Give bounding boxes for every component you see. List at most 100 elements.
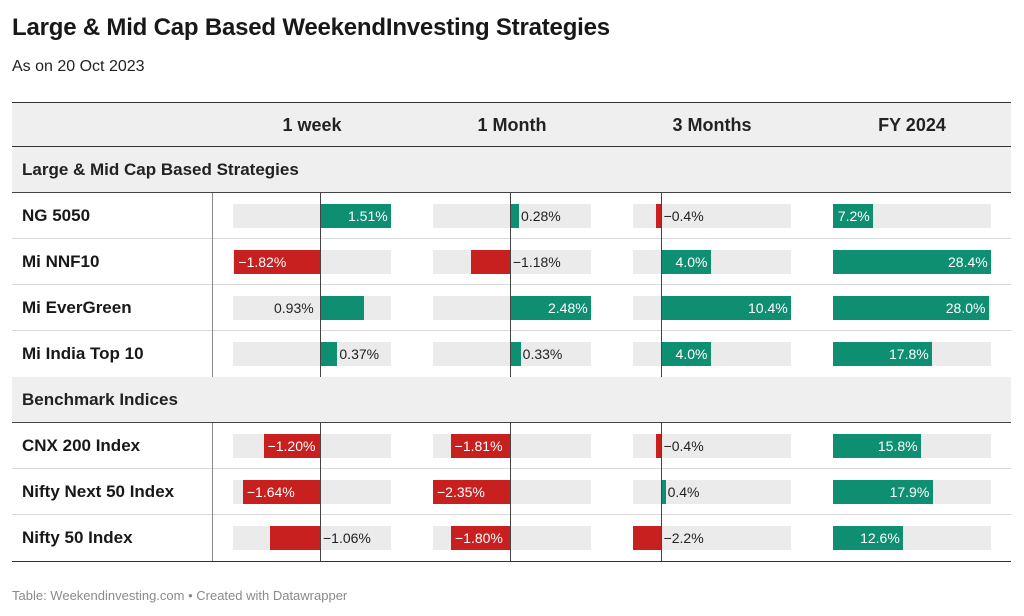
bar-cell: 1.51% [233, 193, 391, 239]
bar-cell: −1.06% [233, 515, 391, 561]
zero-line [509, 331, 511, 377]
value-label: 28.0% [945, 300, 986, 316]
positive-bar [660, 250, 711, 274]
value-label: 2.48% [548, 300, 588, 316]
bar-cell: −0.4% [633, 423, 791, 469]
value-label: −1.80% [454, 530, 503, 546]
negative-bar [471, 250, 510, 274]
negative-bar [242, 480, 320, 504]
bar-cell: 17.9% [833, 480, 991, 504]
bar-cell: 17.8% [833, 342, 991, 366]
bar-cell: 4.0% [633, 239, 791, 285]
column-header: FY 2024 [878, 115, 946, 135]
positive-bar [833, 204, 874, 228]
table-row: Mi India Top 10 0.37% 0.33% 4.0% 17.8% [12, 331, 1011, 377]
row-name: NG 5050 [22, 206, 91, 225]
value-label: 0.4% [667, 484, 700, 500]
column-header: 1 week [282, 115, 342, 135]
row-name: Nifty Next 50 Index [22, 482, 175, 501]
bar-cell: −2.35% [433, 469, 591, 515]
value-label: 1.51% [348, 208, 388, 224]
value-label: −2.2% [663, 530, 704, 546]
positive-bar [509, 296, 591, 320]
value-label: 28.4% [948, 254, 988, 270]
row-divider [212, 515, 213, 561]
zero-line [660, 331, 662, 377]
row-name: Mi NNF10 [22, 252, 100, 271]
group-header: Large & Mid Cap Based Strategies [12, 147, 1011, 193]
zero-line [319, 469, 321, 515]
bar-cell: 0.33% [433, 331, 591, 377]
value-label: −1.82% [238, 254, 287, 270]
table-row: NG 5050 1.51% 0.28% −0.4% 7.2% [12, 193, 1011, 239]
value-label: 4.0% [675, 254, 708, 270]
bar-cell: −1.64% [233, 469, 391, 515]
page-subtitle: As on 20 Oct 2023 [12, 58, 145, 75]
bar-cell: −1.20% [233, 423, 391, 469]
column-header: 1 Month [477, 115, 547, 135]
bar-cell: 12.6% [833, 526, 991, 550]
negative-bar [633, 526, 661, 550]
positive-bar [833, 434, 921, 458]
row-name: Mi India Top 10 [22, 344, 144, 363]
bar-cell: 7.2% [833, 204, 991, 228]
positive-bar [833, 296, 989, 320]
negative-bar [655, 434, 661, 458]
value-label: 0.28% [521, 208, 561, 224]
zero-line [660, 193, 662, 239]
footer-credit: Table: Weekendinvesting.com • Created wi… [12, 588, 348, 603]
value-label: 7.2% [837, 208, 870, 224]
bar-cell: 4.0% [633, 331, 791, 377]
negative-bar [263, 434, 320, 458]
value-label: 0.33% [522, 346, 563, 362]
positive-bar [660, 480, 666, 504]
positive-bar [319, 296, 364, 320]
zero-line [660, 423, 662, 469]
positive-bar [833, 250, 991, 274]
negative-bar [234, 250, 320, 274]
zero-line [660, 469, 662, 515]
bar-cell: −1.80% [433, 515, 591, 561]
row-divider [212, 331, 213, 377]
bar-cell: 0.28% [433, 193, 591, 239]
value-label: −1.81% [454, 438, 503, 454]
table-row: Nifty 50 Index −1.06% −1.80% −2.2% 12.6% [12, 515, 1011, 561]
table-row: Mi NNF10 −1.82% −1.18% 4.0% 28.4% [12, 239, 1011, 285]
positive-bar [660, 296, 791, 320]
column-header: 3 Months [672, 115, 752, 135]
zero-line [509, 469, 511, 515]
value-label: 15.8% [877, 438, 918, 454]
row-divider [212, 285, 213, 331]
value-label: −1.64% [246, 484, 295, 500]
positive-bar [319, 204, 391, 228]
value-label: −1.06% [322, 530, 371, 546]
row-divider [212, 239, 213, 285]
bar-cell: −1.82% [233, 239, 391, 285]
value-label: 17.9% [889, 484, 930, 500]
table-row: CNX 200 Index −1.20% −1.81% −0.4% 15.8% [12, 423, 1011, 469]
zero-line [509, 515, 511, 561]
group-header: Benchmark Indices [12, 377, 1011, 423]
row-name: Nifty 50 Index [22, 528, 133, 547]
bar-cell: −1.81% [433, 423, 591, 469]
negative-bar [270, 526, 320, 550]
value-label: 12.6% [860, 530, 900, 546]
row-name: Mi EverGreen [22, 298, 132, 317]
bar-cell: 28.4% [833, 250, 991, 274]
table-header: 1 week 1 Month 3 Months FY 2024 [12, 103, 1011, 147]
bar-cell: 0.4% [633, 469, 791, 515]
negative-bar [655, 204, 661, 228]
zero-line [319, 193, 321, 239]
value-label: 0.37% [339, 346, 380, 362]
negative-bar [450, 526, 510, 550]
zero-line [319, 423, 321, 469]
table-row: Mi EverGreen 0.93% 2.48% 10.4% 28.0% [12, 285, 1011, 331]
zero-line [319, 331, 321, 377]
row-divider [212, 193, 213, 239]
row-name: CNX 200 Index [22, 436, 141, 455]
positive-bar [509, 204, 520, 228]
bar-cell: 0.93% [233, 285, 391, 331]
strategy-table: 1 week 1 Month 3 Months FY 2024 Large & Mid… [12, 102, 1011, 562]
positive-bar [509, 342, 521, 366]
bar-cell: −1.18% [433, 239, 591, 285]
